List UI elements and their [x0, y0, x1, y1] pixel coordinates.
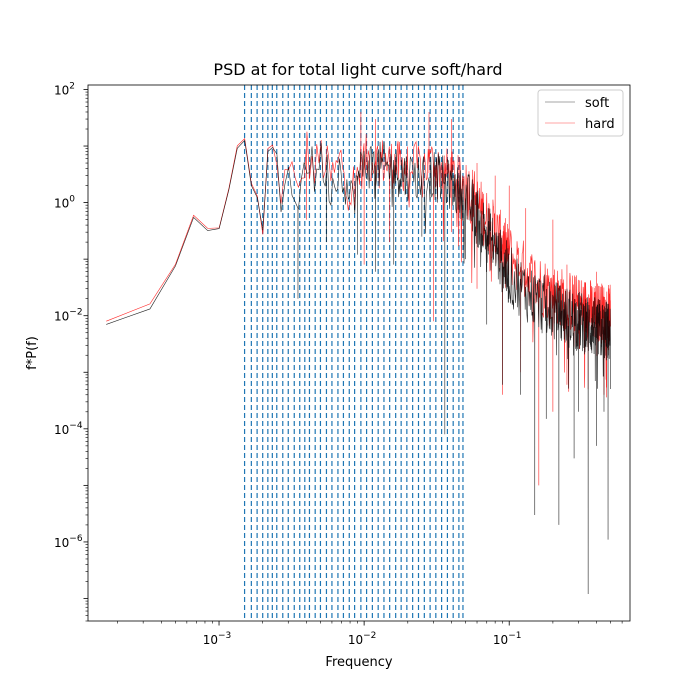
- series-soft-line: [106, 139, 611, 595]
- series-layer: [106, 111, 611, 595]
- x-axis-label: Frequency: [325, 655, 392, 670]
- legend-hard-label: hard: [585, 117, 615, 132]
- chart-title: PSD at for total light curve soft/hard: [213, 60, 502, 79]
- legend-box: [537, 89, 624, 137]
- x-axis-ticks: 10−3 10−2 10−1: [117, 621, 623, 647]
- y-axis-label: f*P(f): [25, 336, 40, 370]
- legend: soft hard: [537, 89, 624, 137]
- series-hard-line: [106, 111, 611, 486]
- legend-soft-label: soft: [585, 96, 609, 111]
- plot-area: [106, 85, 611, 621]
- plot-frame: [87, 84, 631, 622]
